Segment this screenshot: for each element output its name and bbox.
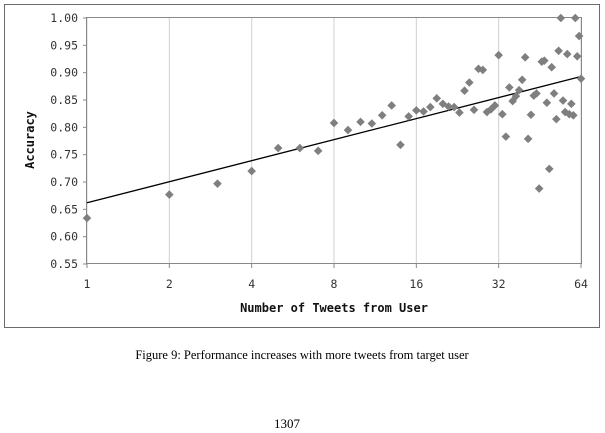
x-tick-label: 1	[84, 277, 91, 291]
data-point	[396, 140, 405, 150]
data-point	[478, 65, 488, 75]
data-point	[82, 213, 92, 223]
data-point	[517, 75, 527, 85]
data-point	[313, 146, 323, 156]
data-point	[465, 78, 474, 87]
chart-area-border	[4, 4, 600, 328]
data-point	[501, 132, 511, 141]
data-point	[498, 109, 507, 119]
data-point	[295, 143, 305, 153]
data-point	[490, 101, 500, 110]
data-point	[520, 53, 530, 62]
y-tick-label: 0.95	[50, 38, 78, 52]
data-point	[460, 86, 469, 96]
data-point	[412, 106, 421, 115]
page-number: 1307	[274, 416, 301, 431]
x-tick-label: 16	[409, 277, 423, 291]
data-point	[449, 102, 459, 112]
data-point	[482, 107, 492, 117]
data-point	[494, 50, 503, 60]
data-point	[247, 166, 256, 176]
data-point	[576, 74, 586, 83]
data-point	[556, 13, 566, 23]
x-axis-ticks: 1 2 4 8 16 32 64	[84, 264, 588, 291]
data-point	[532, 89, 541, 98]
data-point	[419, 107, 428, 116]
data-point	[432, 94, 442, 103]
data-point	[526, 110, 536, 120]
y-tick-label: 0.55	[50, 257, 78, 271]
data-point	[273, 143, 283, 153]
y-tick-label: 0.85	[50, 93, 78, 107]
y-tick-label: 0.60	[50, 230, 78, 244]
data-point	[469, 105, 479, 115]
data-point	[544, 164, 554, 174]
data-point	[540, 56, 549, 65]
x-tick-label: 64	[574, 277, 588, 291]
x-tick-label: 4	[248, 277, 255, 291]
data-point	[514, 85, 524, 95]
data-point	[213, 179, 222, 188]
data-point	[444, 102, 453, 111]
data-point	[455, 108, 464, 117]
data-point	[552, 114, 561, 124]
data-point	[572, 51, 582, 61]
data-point	[426, 102, 435, 112]
data-point	[387, 101, 396, 110]
data-point	[329, 118, 339, 128]
y-tick-label: 0.75	[50, 148, 78, 162]
data-point	[542, 98, 552, 108]
data-point	[570, 13, 580, 23]
data-point	[534, 184, 544, 193]
y-axis-ticks: 0.55 0.60 0.65 0.70 0.75 0.80 0.85 0.90 0.95 1.00	[50, 11, 87, 271]
data-point	[511, 91, 521, 101]
data-point	[404, 112, 413, 121]
plot-area	[86, 17, 582, 264]
data-point	[356, 117, 365, 127]
y-tick-label: 0.70	[50, 175, 78, 189]
trendline	[86, 75, 582, 204]
data-point	[367, 119, 377, 128]
y-tick-label: 0.65	[50, 202, 78, 216]
data-point	[549, 89, 559, 98]
data-points	[82, 13, 586, 223]
y-tick-label: 0.80	[50, 120, 78, 134]
x-tick-label: 8	[331, 277, 338, 291]
data-point	[529, 91, 539, 100]
y-axis-label: Accuracy	[23, 111, 37, 169]
y-tick-label: 0.90	[50, 66, 78, 80]
data-point	[569, 111, 578, 120]
x-tick-label: 32	[492, 277, 506, 291]
data-point	[505, 83, 514, 92]
figure-caption: Figure 9: Performance increases with mor…	[135, 348, 469, 362]
data-point	[523, 134, 533, 144]
data-point	[558, 96, 568, 105]
data-point	[547, 62, 556, 72]
y-tick-label: 1.00	[50, 11, 78, 25]
data-point	[574, 31, 584, 41]
data-point	[377, 111, 387, 120]
data-point	[562, 49, 572, 59]
data-point	[554, 46, 563, 56]
data-point	[165, 190, 174, 199]
data-point	[567, 99, 576, 109]
data-point	[343, 125, 353, 135]
x-axis-label: Number of Tweets from User	[240, 301, 428, 315]
trendline-group	[86, 75, 582, 204]
x-tick-label: 2	[166, 277, 173, 291]
